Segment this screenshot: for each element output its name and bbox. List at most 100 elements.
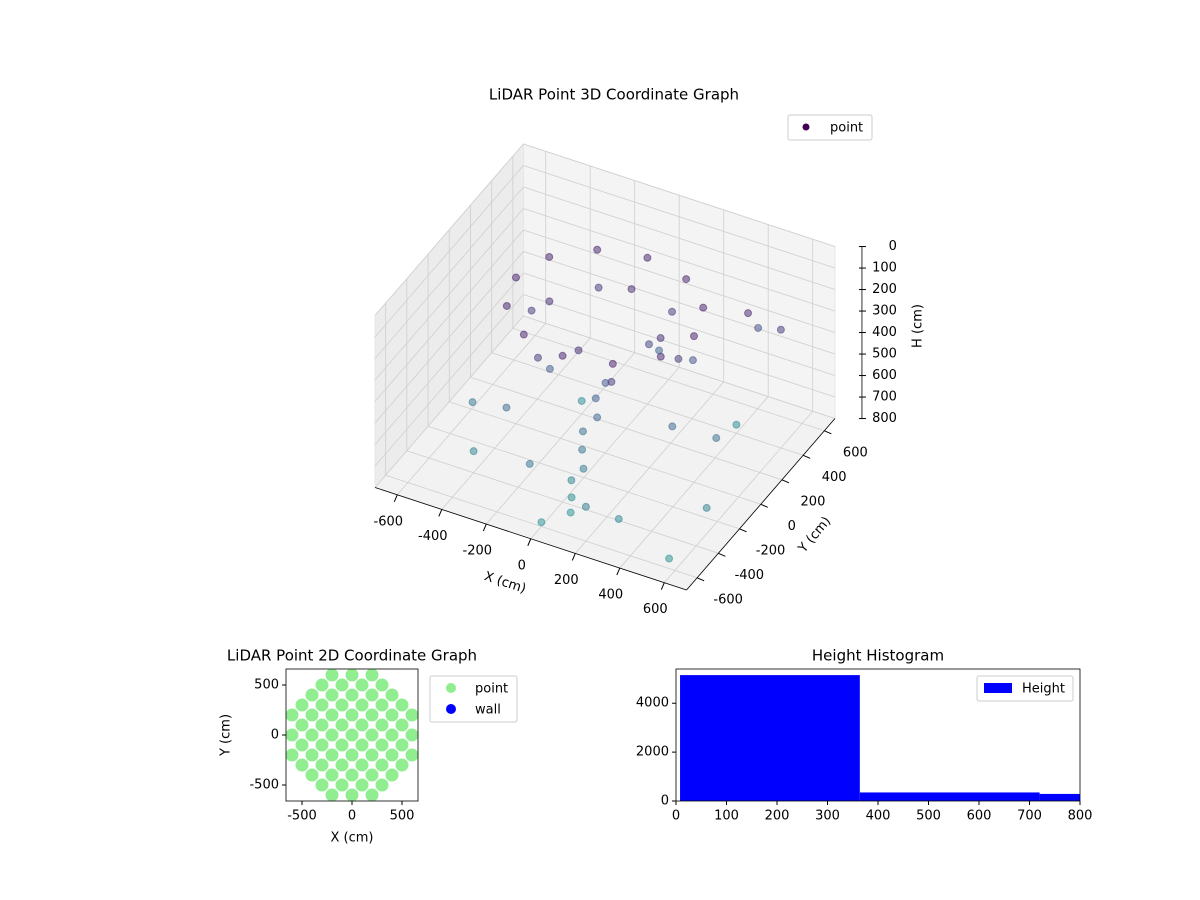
- grid-line: [523, 165, 836, 269]
- y-axis-line: [686, 418, 836, 591]
- legend-box: [976, 675, 1074, 702]
- point: [545, 364, 554, 373]
- x-tick-label: 300: [815, 809, 840, 824]
- point: [305, 708, 319, 722]
- point: [365, 748, 379, 762]
- x-tick-label: 0: [348, 809, 356, 824]
- point: [682, 275, 691, 284]
- point: [365, 708, 379, 722]
- legend-marker: [446, 683, 456, 693]
- x-tick-label: 0: [518, 558, 526, 573]
- point: [502, 403, 511, 412]
- x-tick-label: 100: [714, 809, 739, 824]
- points: [286, 669, 418, 801]
- point: [315, 758, 329, 772]
- point: [375, 678, 389, 692]
- point: [335, 778, 349, 792]
- point: [502, 301, 511, 310]
- tick-mark: [660, 582, 665, 590]
- y-tick-label: 2000: [636, 745, 669, 760]
- legend-label: point: [475, 682, 508, 697]
- x-tick-label: 800: [1068, 809, 1093, 824]
- x-tick-label: 600: [967, 809, 992, 824]
- point: [732, 420, 741, 429]
- grid-line: [512, 327, 825, 432]
- grid-line: [406, 450, 719, 554]
- x-axis-label: X (cm): [331, 831, 374, 846]
- tick-mark: [739, 528, 747, 533]
- point: [405, 748, 418, 762]
- y-tick-label: -600: [713, 592, 743, 607]
- tick-mark: [760, 503, 768, 508]
- point: [579, 464, 588, 473]
- point: [345, 708, 359, 722]
- point: [335, 698, 349, 712]
- point: [385, 708, 399, 722]
- grid-line: [523, 294, 836, 398]
- point: [345, 669, 359, 682]
- point: [315, 738, 329, 752]
- point: [527, 306, 536, 315]
- x-axis-line: [374, 487, 687, 591]
- grid-line: [470, 376, 783, 481]
- z-tick-label: 800: [872, 411, 897, 426]
- z-tick-label: 400: [872, 325, 897, 340]
- legend: Height: [976, 675, 1074, 702]
- y-axis-label: Y (cm): [219, 714, 234, 757]
- grid-line: [374, 229, 524, 402]
- y-tick-label: -200: [756, 543, 786, 558]
- point: [405, 708, 418, 722]
- point: [385, 748, 399, 762]
- point: [699, 303, 708, 312]
- x-tick-label: -600: [374, 514, 404, 529]
- legend-label: point: [830, 121, 863, 136]
- x-tick-label: -400: [418, 529, 448, 544]
- point: [591, 394, 600, 403]
- tick-mark: [571, 553, 576, 561]
- point: [385, 688, 399, 702]
- bar: [680, 675, 860, 801]
- point: [295, 758, 309, 772]
- x-tick-label: 0: [672, 809, 680, 824]
- point: [601, 378, 610, 387]
- point: [315, 678, 329, 692]
- point: [355, 698, 369, 712]
- point: [537, 518, 546, 527]
- point: [286, 728, 299, 742]
- point: [656, 334, 665, 343]
- point: [644, 340, 653, 349]
- point: [345, 728, 359, 742]
- tick-mark: [616, 567, 621, 576]
- point: [405, 728, 418, 742]
- point: [295, 698, 309, 712]
- point: [325, 788, 339, 801]
- y-tick-label: 200: [801, 494, 826, 509]
- point: [355, 758, 369, 772]
- legend-box: [787, 114, 873, 141]
- y-tick-label: 0: [271, 728, 279, 743]
- tick-mark: [718, 552, 726, 557]
- point: [345, 768, 359, 782]
- axes-histogram: 0 100 200 300 400 500 600 700 800 0 2000 4000: [636, 668, 1093, 824]
- legend-marker: [802, 123, 810, 131]
- point: [668, 307, 677, 316]
- point: [776, 325, 785, 334]
- grid-line: [449, 401, 761, 505]
- y-tick-label: 500: [254, 678, 279, 693]
- point: [325, 768, 339, 782]
- point: [665, 554, 674, 563]
- point: [567, 476, 576, 485]
- point: [365, 728, 379, 742]
- point: [395, 698, 409, 712]
- point: [545, 252, 554, 261]
- z-tick-label: 700: [872, 390, 897, 405]
- grid-line: [374, 165, 524, 338]
- point: [525, 459, 534, 468]
- x-tick-label: 500: [916, 809, 941, 824]
- point: [335, 738, 349, 752]
- tick-mark: [824, 430, 832, 435]
- point: [594, 283, 603, 292]
- grid-line: [523, 272, 836, 376]
- point: [578, 427, 587, 436]
